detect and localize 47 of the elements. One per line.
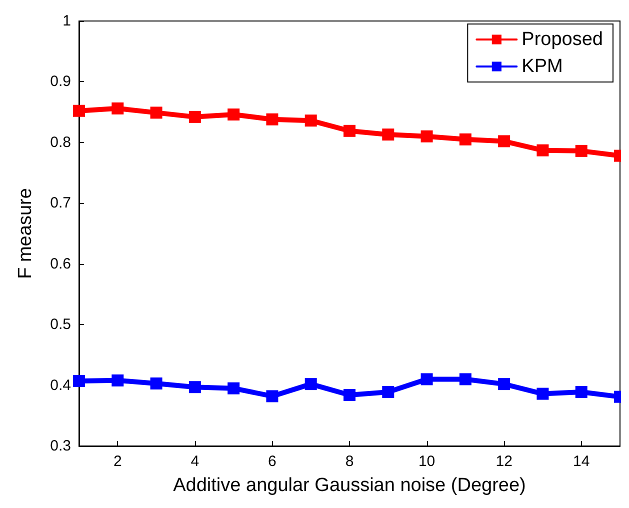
point: [228, 382, 240, 394]
x-tick-label: 2: [113, 453, 122, 470]
y-tick-label: 0.3: [50, 438, 71, 454]
x-tick-label: 6: [268, 453, 276, 470]
y-tick-label: 0.9: [50, 73, 71, 90]
x-tick-label: 8: [345, 453, 354, 470]
point: [344, 124, 356, 137]
point: [304, 378, 317, 390]
x-tick-label: 14: [573, 453, 590, 470]
point: [73, 104, 85, 117]
point: [228, 108, 240, 120]
point: [498, 135, 510, 148]
point: [112, 102, 124, 114]
point: [266, 113, 278, 126]
x-tick-label: 12: [496, 453, 512, 470]
y-tick-label: 1: [62, 12, 71, 30]
point: [188, 381, 201, 394]
point: [304, 114, 317, 127]
point: [73, 375, 85, 388]
y-tick-label: 0.4: [50, 376, 71, 394]
y-tick-label: 0.7: [50, 194, 71, 212]
point: [382, 386, 394, 398]
point: [150, 377, 162, 390]
point: [536, 144, 549, 156]
legend-label: KPM: [522, 56, 563, 77]
y-axis-title: F measure: [15, 188, 36, 279]
point: [266, 390, 278, 402]
point: [459, 373, 472, 386]
point: [420, 130, 433, 142]
point: [575, 386, 588, 398]
point: [150, 106, 162, 119]
point: [344, 389, 356, 401]
point: [382, 128, 394, 141]
point: [536, 388, 549, 400]
y-tick-label: 0.5: [50, 316, 71, 334]
point: [112, 374, 124, 386]
y-tick-label: 0.6: [50, 255, 71, 272]
x-tick-label: 10: [418, 453, 436, 470]
x-tick-label: 4: [190, 453, 200, 470]
point: [188, 110, 201, 123]
point: [420, 373, 433, 386]
legend-label: Proposed: [522, 29, 604, 50]
x-axis-title: Additive angular Gaussian noise (Degree): [173, 475, 526, 496]
point: [575, 144, 588, 157]
point: [459, 133, 472, 146]
point: [498, 378, 510, 390]
y-tick-label: 0.8: [50, 134, 71, 151]
